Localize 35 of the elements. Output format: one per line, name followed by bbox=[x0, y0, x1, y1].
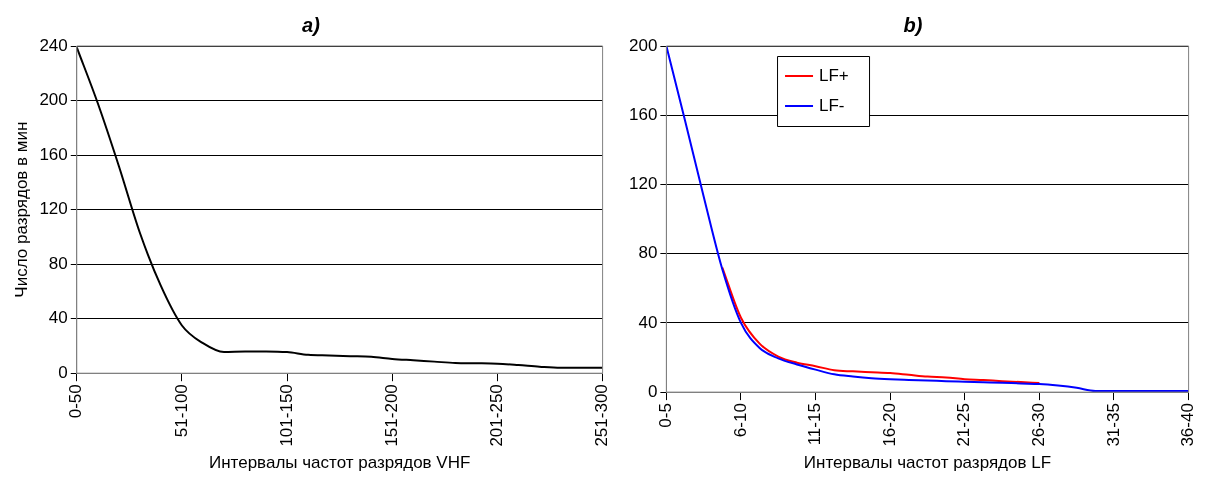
y-tick-label: 120 bbox=[39, 199, 68, 219]
x-tick-label: 0-50 bbox=[66, 384, 86, 419]
y-tick-label: 240 bbox=[39, 35, 68, 55]
y-tick-label: 120 bbox=[628, 174, 658, 194]
legend-label: LF+ bbox=[819, 65, 849, 85]
y-tick-label: 200 bbox=[628, 35, 658, 55]
y-tick-label: 80 bbox=[48, 253, 68, 273]
y-tick-label: 0 bbox=[58, 362, 68, 382]
y-tick-label: 160 bbox=[628, 104, 658, 124]
x-tick-label: 51-100 bbox=[171, 384, 191, 438]
x-tick-label: 201-250 bbox=[487, 384, 507, 447]
y-tick-label: 80 bbox=[638, 243, 658, 263]
x-tick-label: 101-150 bbox=[276, 384, 296, 447]
y-tick-label: 200 bbox=[39, 90, 68, 110]
y-tick-label: 40 bbox=[638, 312, 658, 332]
chart-title: b) bbox=[903, 13, 923, 36]
y-tick-label: 0 bbox=[647, 381, 658, 401]
x-tick-label: 11-15 bbox=[805, 403, 825, 446]
x-tick-label: 21-25 bbox=[954, 403, 974, 447]
x-tick-label: 16-20 bbox=[879, 403, 899, 447]
y-axis-title: Число разрядов в мин bbox=[11, 121, 31, 298]
x-tick-label: 36-40 bbox=[1178, 403, 1198, 447]
y-tick-label: 160 bbox=[39, 144, 68, 164]
y-tick-label: 40 bbox=[48, 308, 68, 328]
x-tick-label: 6-10 bbox=[730, 403, 750, 438]
legend-label: LF- bbox=[819, 95, 845, 115]
x-tick-label: 26-30 bbox=[1029, 403, 1049, 447]
x-tick-label: 151-200 bbox=[381, 384, 401, 447]
x-tick-label: 0-5 bbox=[656, 403, 676, 428]
x-tick-label: 31-35 bbox=[1103, 403, 1123, 447]
line-series bbox=[721, 266, 1041, 385]
x-tick-label: 251-300 bbox=[592, 384, 612, 447]
x-axis-title: Интервалы частот разрядов VHF bbox=[208, 453, 471, 473]
chart-title: a) bbox=[302, 13, 321, 36]
x-axis-title: Интервалы частот разрядов LF bbox=[803, 453, 1052, 473]
